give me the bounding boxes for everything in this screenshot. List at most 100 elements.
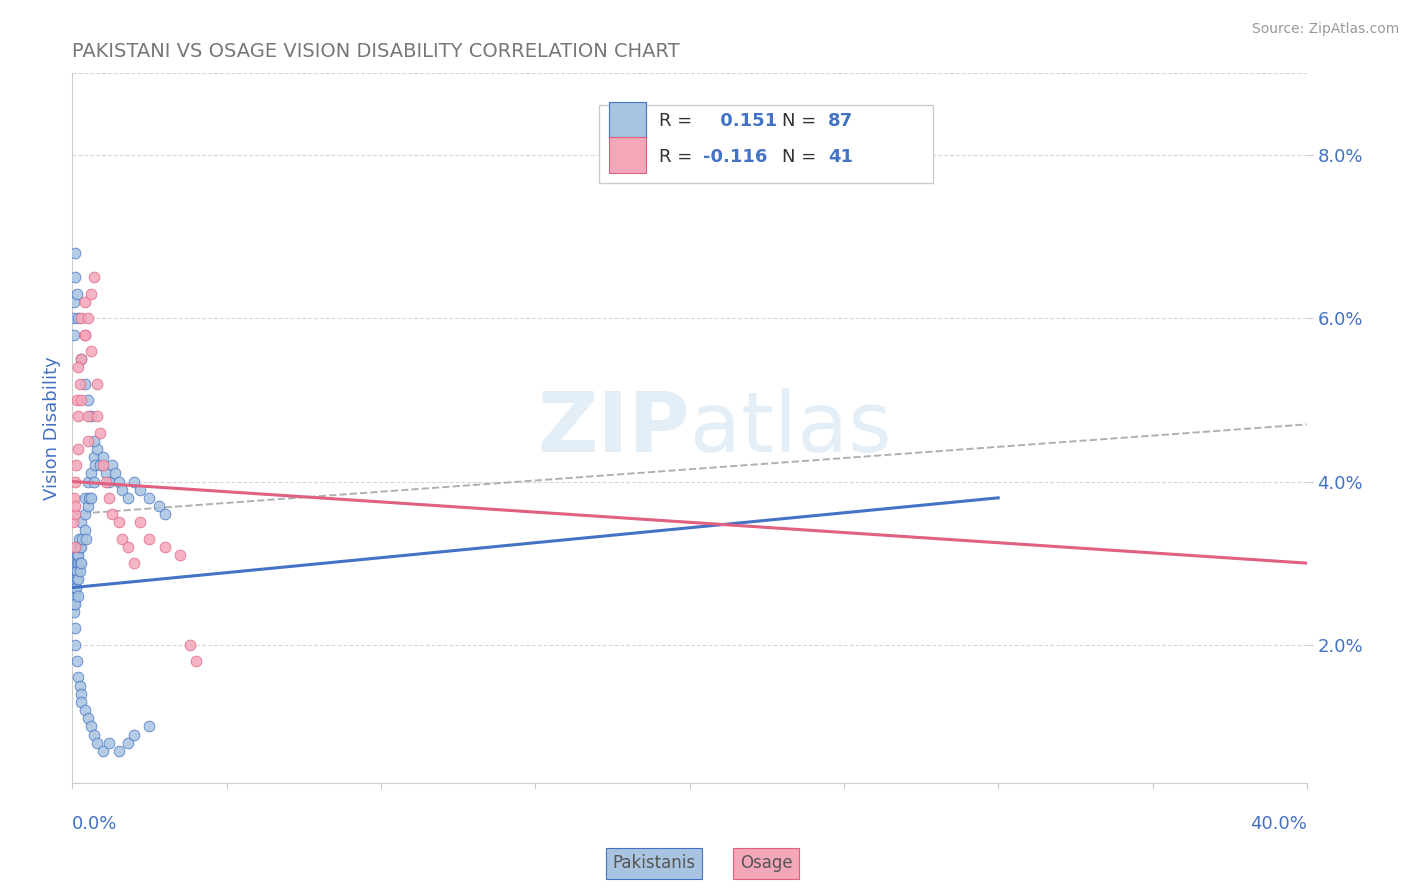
Point	[63, 597, 86, 611]
Point	[91, 744, 114, 758]
Point	[153, 540, 176, 554]
Point	[84, 458, 107, 473]
Point	[76, 392, 98, 407]
Point	[83, 727, 105, 741]
Point	[80, 719, 103, 733]
Point	[67, 442, 90, 456]
Point	[70, 556, 93, 570]
Point	[73, 327, 96, 342]
Point	[65, 581, 87, 595]
Point	[129, 483, 152, 497]
Point	[80, 286, 103, 301]
Point	[62, 327, 84, 342]
Bar	[609, 137, 647, 173]
Point	[110, 483, 132, 497]
Point	[75, 532, 97, 546]
Point	[67, 670, 90, 684]
Point	[110, 532, 132, 546]
Text: N =: N =	[782, 147, 817, 166]
Point	[73, 327, 96, 342]
Point	[63, 589, 86, 603]
Point	[66, 564, 89, 578]
Point	[62, 491, 84, 505]
Point	[70, 352, 93, 367]
Text: PAKISTANI VS OSAGE VISION DISABILITY CORRELATION CHART: PAKISTANI VS OSAGE VISION DISABILITY COR…	[72, 42, 681, 61]
Point	[138, 719, 160, 733]
Point	[65, 475, 87, 489]
Point	[96, 467, 118, 481]
Point	[107, 475, 129, 489]
Point	[69, 376, 91, 391]
Point	[73, 524, 96, 538]
Point	[76, 499, 98, 513]
Point	[65, 270, 87, 285]
Point	[153, 507, 176, 521]
Point	[70, 352, 93, 367]
Point	[62, 311, 84, 326]
Point	[69, 540, 91, 554]
Text: Pakistanis: Pakistanis	[612, 855, 696, 872]
Text: N =: N =	[782, 112, 817, 130]
Bar	[599, 105, 932, 184]
Point	[65, 540, 87, 554]
Point	[63, 295, 86, 310]
Point	[83, 434, 105, 448]
Text: Osage: Osage	[740, 855, 793, 872]
Text: R =: R =	[658, 112, 697, 130]
Point	[67, 360, 90, 375]
Point	[67, 589, 90, 603]
Point	[70, 392, 93, 407]
Point	[67, 311, 90, 326]
Point	[63, 507, 86, 521]
Text: atlas: atlas	[689, 388, 891, 469]
Point	[117, 540, 139, 554]
Point	[70, 532, 93, 546]
Point	[138, 491, 160, 505]
Point	[122, 556, 145, 570]
Point	[80, 467, 103, 481]
Point	[80, 343, 103, 358]
Point	[66, 286, 89, 301]
Point	[69, 564, 91, 578]
Point	[76, 711, 98, 725]
Point	[67, 532, 90, 546]
Point	[70, 311, 93, 326]
Point	[76, 434, 98, 448]
Point	[80, 409, 103, 424]
Point	[73, 703, 96, 717]
Point	[65, 458, 87, 473]
Point	[66, 654, 89, 668]
Point	[66, 540, 89, 554]
Point	[67, 573, 90, 587]
Point	[101, 458, 124, 473]
Point	[70, 695, 93, 709]
Point	[75, 507, 97, 521]
Text: -0.116: -0.116	[703, 147, 768, 166]
Point	[67, 409, 90, 424]
Text: 0.151: 0.151	[714, 112, 778, 130]
Point	[65, 622, 87, 636]
Point	[65, 638, 87, 652]
Text: Source: ZipAtlas.com: Source: ZipAtlas.com	[1251, 22, 1399, 37]
Point	[66, 392, 89, 407]
Point	[65, 556, 87, 570]
Point	[76, 475, 98, 489]
Point	[63, 605, 86, 619]
Point	[86, 376, 108, 391]
Point	[67, 556, 90, 570]
Point	[65, 597, 87, 611]
Point	[117, 491, 139, 505]
Text: ZIP: ZIP	[537, 388, 689, 469]
Point	[107, 516, 129, 530]
Point	[66, 573, 89, 587]
Point	[83, 450, 105, 464]
Point	[83, 475, 105, 489]
Point	[86, 736, 108, 750]
Point	[91, 458, 114, 473]
Point	[91, 450, 114, 464]
Point	[73, 376, 96, 391]
Text: 0.0%: 0.0%	[72, 815, 118, 833]
Point	[104, 467, 127, 481]
Text: 41: 41	[828, 147, 853, 166]
Point	[66, 548, 89, 562]
